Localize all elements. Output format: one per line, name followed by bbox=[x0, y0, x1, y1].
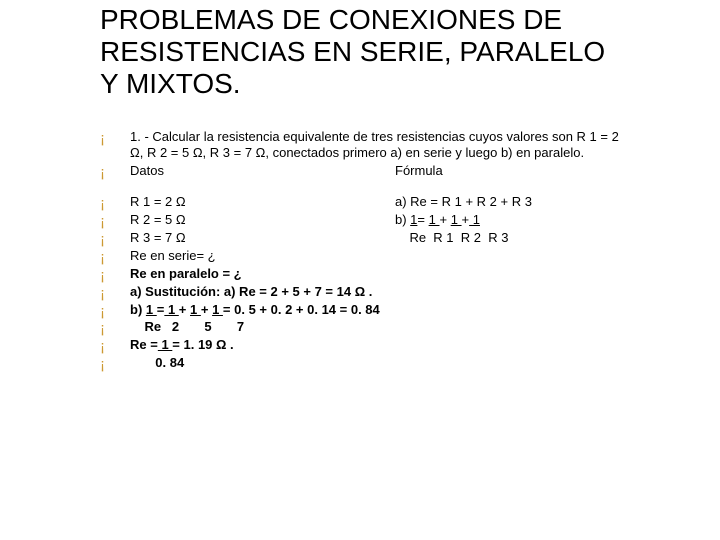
formula-series: a) Re = R 1 + R 2 + R 3 bbox=[395, 194, 630, 211]
bullet-group-2: R 1 = 2 Ω a) Re = R 1 + R 2 + R 3 R 2 = … bbox=[100, 194, 630, 372]
re-serie-q: Re en serie= ¿ bbox=[100, 248, 630, 265]
line-r1: R 1 = 2 Ω a) Re = R 1 + R 2 + R 3 bbox=[100, 194, 630, 211]
r2-value: R 2 = 5 Ω bbox=[130, 212, 395, 229]
r3-value: R 3 = 7 Ω bbox=[130, 230, 395, 247]
formula-parallel-top: b) 1= 1 + 1 + 1 bbox=[395, 212, 630, 229]
bullet-group-1: 1. - Calcular la resistencia equivalente… bbox=[100, 129, 630, 181]
result-top: Re = 1 = 1. 19 Ω . bbox=[100, 337, 630, 354]
r1-value: R 1 = 2 Ω bbox=[130, 194, 395, 211]
result-bottom: 0. 84 bbox=[100, 355, 630, 372]
substitution-parallel-top: b) 1 = 1 + 1 + 1 = 0. 5 + 0. 2 + 0. 14 =… bbox=[100, 302, 630, 319]
line-r2: R 2 = 5 Ω b) 1= 1 + 1 + 1 bbox=[100, 212, 630, 229]
substitution-series: a) Sustitución: a) Re = 2 + 5 + 7 = 14 Ω… bbox=[100, 284, 630, 301]
slide-content: 1. - Calcular la resistencia equivalente… bbox=[100, 129, 630, 373]
datos-label: Datos bbox=[130, 163, 395, 180]
datos-formula-header: Datos Fórmula bbox=[100, 163, 630, 180]
substitution-parallel-bottom: Re 2 5 7 bbox=[100, 319, 630, 336]
formula-label: Fórmula bbox=[395, 163, 630, 180]
formula-parallel-bottom: Re R 1 R 2 R 3 bbox=[395, 230, 630, 247]
slide-title: PROBLEMAS DE CONEXIONES DE RESISTENCIAS … bbox=[100, 0, 630, 101]
line-r3: R 3 = 7 Ω Re R 1 R 2 R 3 bbox=[100, 230, 630, 247]
re-paralelo-q: Re en paralelo = ¿ bbox=[100, 266, 630, 283]
problem-statement: 1. - Calcular la resistencia equivalente… bbox=[100, 129, 630, 163]
